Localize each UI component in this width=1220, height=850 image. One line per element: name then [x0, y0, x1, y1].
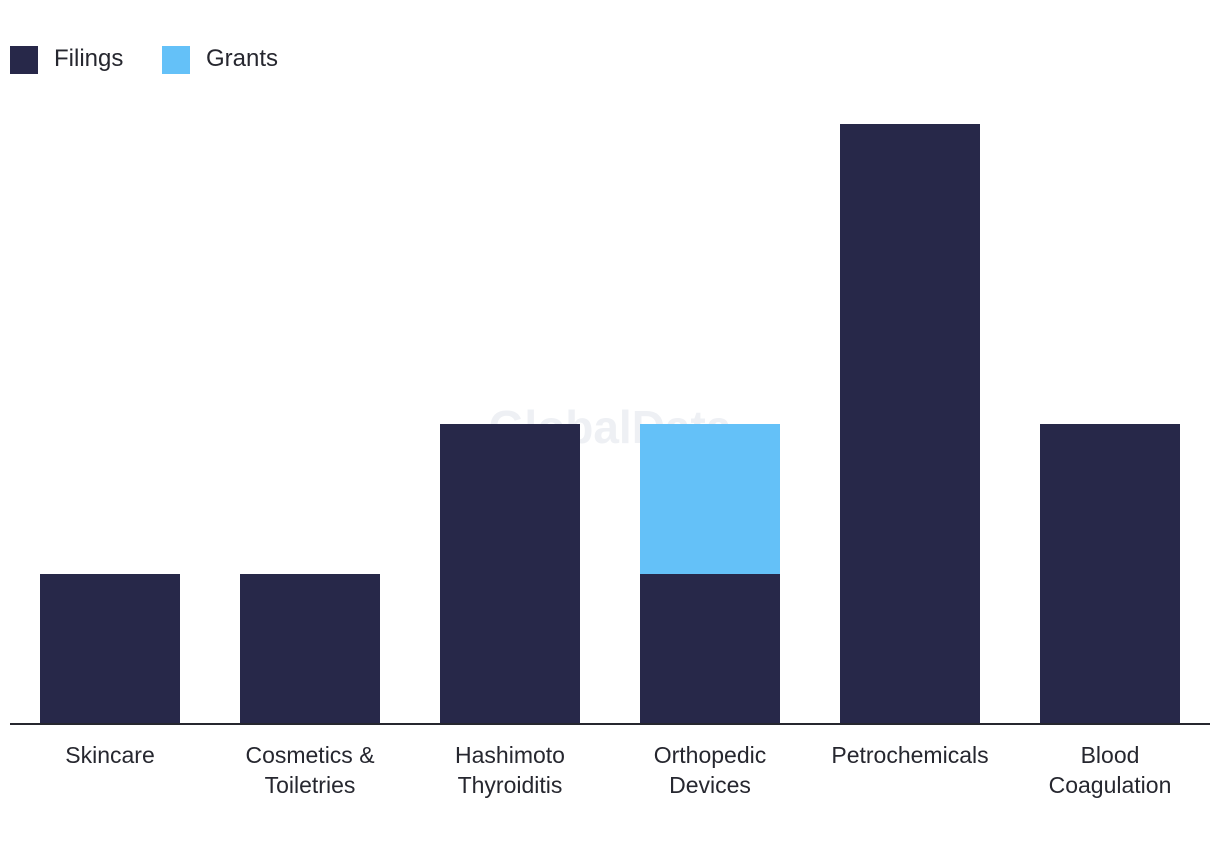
bar-filings-3	[640, 574, 780, 724]
x-axis-tick-labels: Skincare Cosmetics & Toiletries Hashimoto Th…	[65, 742, 1171, 798]
x-tick-label-3: Orthopedic Devices	[654, 742, 767, 798]
legend-swatch-filings	[10, 46, 38, 74]
bar-filings-4	[840, 124, 980, 724]
x-tick-label-line: Skincare	[65, 742, 154, 768]
bar-filings-0	[40, 574, 180, 724]
x-tick-label-line: Blood	[1081, 742, 1140, 768]
legend-label-filings: Filings	[54, 45, 123, 72]
bar-grants-3	[640, 424, 780, 574]
x-tick-label-2: Hashimoto Thyroiditis	[455, 742, 565, 798]
x-tick-label-0: Skincare	[65, 742, 154, 768]
bar-filings-2	[440, 424, 580, 724]
x-tick-label-line: Cosmetics &	[245, 742, 374, 768]
x-tick-label-line: Orthopedic	[654, 742, 767, 768]
x-tick-label-4: Petrochemicals	[831, 742, 988, 768]
legend-label-grants: Grants	[206, 45, 278, 72]
x-tick-label-line: Thyroiditis	[458, 772, 563, 798]
x-tick-label-line: Devices	[669, 772, 751, 798]
x-tick-label-line: Toiletries	[265, 772, 356, 798]
chart-bars	[40, 124, 1180, 724]
x-tick-label-1: Cosmetics & Toiletries	[245, 742, 374, 798]
chart-legend: Filings Grants	[10, 45, 278, 74]
legend-swatch-grants	[162, 46, 190, 74]
bar-filings-5	[1040, 424, 1180, 724]
x-tick-label-line: Hashimoto	[455, 742, 565, 768]
x-tick-label-line: Petrochemicals	[831, 742, 988, 768]
x-tick-label-line: Coagulation	[1049, 772, 1172, 798]
bar-filings-1	[240, 574, 380, 724]
x-tick-label-5: Blood Coagulation	[1049, 742, 1172, 798]
